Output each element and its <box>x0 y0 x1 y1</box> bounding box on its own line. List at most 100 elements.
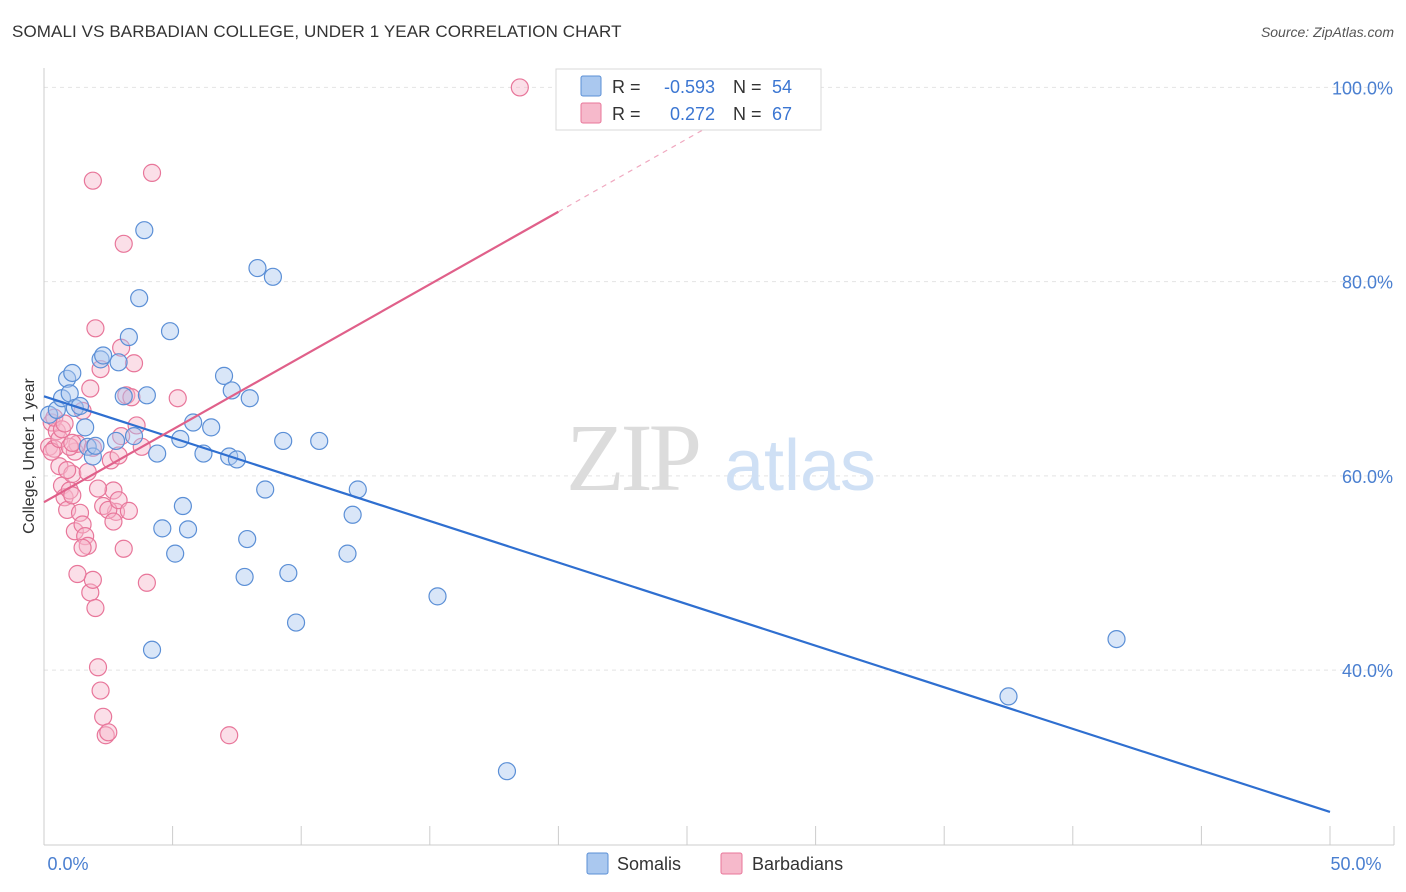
barbadian-point <box>124 354 144 373</box>
somali-point <box>428 587 447 606</box>
barbadian-point <box>86 319 105 338</box>
somali-point <box>86 436 105 455</box>
somali-point <box>119 327 138 347</box>
barbadian-point <box>83 171 102 190</box>
barbadian-point <box>119 501 138 520</box>
barbadians-points <box>40 78 529 745</box>
somali-point <box>1107 629 1126 649</box>
somali-point <box>135 221 154 240</box>
barbadian-point <box>510 78 529 97</box>
barbadian-point <box>91 681 110 700</box>
somali-point <box>214 366 234 385</box>
somali-point <box>240 389 259 408</box>
somali-point <box>178 520 198 539</box>
x-ticks <box>43 826 1395 845</box>
somali-point <box>202 418 221 437</box>
legend-r-value-barbadians: 0.272 <box>670 104 715 124</box>
barbadian-point <box>99 723 118 742</box>
barbadian-point <box>96 726 115 745</box>
somali-point <box>999 687 1018 706</box>
somali-point <box>148 444 167 463</box>
legend-r-label-barbadians: R = <box>612 104 641 124</box>
somali-point <box>173 496 192 516</box>
barbadian-point <box>45 439 64 458</box>
barbadian-point <box>114 539 133 558</box>
somali-point <box>130 289 149 308</box>
legend-swatch-barbadians <box>580 102 602 124</box>
somali-point <box>142 640 162 659</box>
y-axis-title: College, Under 1 year <box>21 378 38 534</box>
bottom-legend: Somalis Barbadians <box>586 852 843 875</box>
somali-point <box>114 387 133 406</box>
barbadian-point <box>104 481 123 500</box>
somali-point <box>171 429 190 449</box>
barbadian-point <box>83 570 102 589</box>
somali-point <box>83 447 102 466</box>
somali-point <box>166 544 185 563</box>
barbadian-point <box>114 234 133 253</box>
watermark-atlas: atlas <box>724 426 876 506</box>
somali-point <box>343 505 362 524</box>
somali-point <box>137 386 156 405</box>
somali-point <box>497 762 517 781</box>
somali-point <box>160 322 180 341</box>
somali-point <box>286 613 306 632</box>
somali-point <box>235 567 254 587</box>
somali-point <box>106 431 126 451</box>
barbadian-point <box>55 414 74 433</box>
x-tick-label-max: 50.0% <box>1330 854 1381 874</box>
barbadian-point <box>65 522 84 541</box>
bottom-legend-swatch-barbadians <box>720 852 743 875</box>
legend-swatch-somalis <box>580 75 602 97</box>
bottom-legend-label-barbadians: Barbadians <box>752 854 843 874</box>
barbadian-point <box>142 163 162 182</box>
barbadian-point <box>73 515 92 534</box>
stats-legend: R = -0.593 N = 54 R = 0.272 N = 67 <box>555 68 822 131</box>
axes <box>43 68 1394 846</box>
somali-point <box>338 544 357 563</box>
somali-point <box>310 431 329 451</box>
somali-point <box>256 480 275 499</box>
barbadian-point <box>81 379 100 398</box>
barbadian-point <box>220 726 239 745</box>
legend-r-value-somalis: -0.593 <box>664 77 715 97</box>
barbadian-point <box>112 427 131 446</box>
bottom-legend-label-somalis: Somalis <box>617 854 681 874</box>
somali-point <box>94 346 113 365</box>
somali-point <box>238 529 257 549</box>
somali-point <box>248 258 267 278</box>
legend-r-label-somalis: R = <box>612 77 641 97</box>
barbadian-point <box>104 512 123 531</box>
legend-n-value-somalis: 54 <box>772 77 792 97</box>
somali-point <box>109 353 128 372</box>
bottom-legend-swatch-somalis <box>586 852 609 875</box>
x-tick-label-min: 0.0% <box>47 854 88 874</box>
watermark: ZIP atlas <box>566 404 876 511</box>
somali-point <box>76 418 95 437</box>
y-tick-label-80: 80.0% <box>1342 273 1393 293</box>
barbadian-point <box>86 598 105 618</box>
y-tick-label-40: 40.0% <box>1342 661 1393 681</box>
barbadian-point <box>94 707 113 726</box>
somalis-trend-line <box>43 395 1331 814</box>
legend-n-label-barbadians: N = <box>733 104 762 124</box>
chart-source: Source: ZipAtlas.com <box>1260 24 1394 40</box>
barbadians-trend-line <box>43 210 559 504</box>
barbadian-point <box>137 573 156 592</box>
y-tick-label-100: 100.0% <box>1332 78 1393 98</box>
barbadian-point <box>122 388 141 407</box>
legend-n-label-somalis: N = <box>733 77 762 97</box>
barbadian-point <box>63 433 82 453</box>
somali-point <box>63 363 82 383</box>
barbadian-point <box>68 564 87 584</box>
barbadian-point <box>70 503 90 522</box>
barbadian-point <box>91 359 110 379</box>
barbadian-point <box>58 460 77 480</box>
somali-point <box>279 563 298 583</box>
y-tick-label-60: 60.0% <box>1342 467 1393 487</box>
barbadian-point <box>88 479 108 498</box>
barbadian-point <box>88 658 108 677</box>
barbadian-point <box>73 538 92 557</box>
y-tick-labels: 40.0% 60.0% 80.0% 100.0% <box>1332 78 1393 681</box>
legend-n-value-barbadians: 67 <box>772 104 792 124</box>
